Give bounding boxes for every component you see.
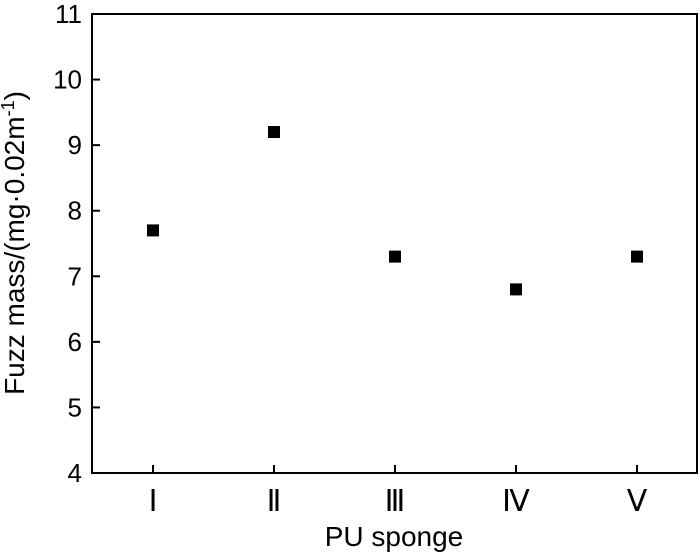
y-tick-label: 4 (68, 458, 82, 488)
data-point (268, 126, 280, 139)
x-tick-label: Ⅰ (149, 485, 158, 518)
x-tick-label: Ⅱ (267, 485, 282, 518)
data-points (147, 126, 643, 296)
x-tick-label: Ⅲ (385, 485, 406, 518)
x-axis-title: PU sponge (325, 521, 464, 552)
y-axis-title-main: Fuzz mass/(mg·0.02m (0, 116, 30, 395)
y-tick-label: 8 (68, 196, 82, 226)
y-axis-title-superscript: -1 (0, 100, 18, 116)
y-axis-title: Fuzz mass/(mg·0.02m-1) (0, 91, 30, 395)
y-axis: 4 5 6 7 8 9 10 11 (53, 0, 100, 488)
x-tick-label: Ⅳ (502, 485, 530, 518)
data-point (510, 283, 522, 296)
y-tick-label: 9 (68, 130, 82, 160)
data-point (389, 250, 401, 263)
data-point (147, 224, 159, 237)
y-tick-label: 7 (68, 261, 82, 291)
plot-frame (91, 13, 698, 474)
y-axis-title-suffix: ) (0, 91, 30, 100)
y-tick-label: 10 (53, 65, 82, 95)
y-tick-label: 5 (68, 392, 82, 422)
x-tick-label: Ⅴ (627, 485, 648, 518)
data-point (631, 250, 643, 263)
y-tick-label: 11 (55, 0, 82, 29)
x-axis: Ⅰ Ⅱ Ⅲ Ⅳ Ⅴ (149, 465, 648, 518)
y-tick-label: 6 (68, 327, 82, 357)
